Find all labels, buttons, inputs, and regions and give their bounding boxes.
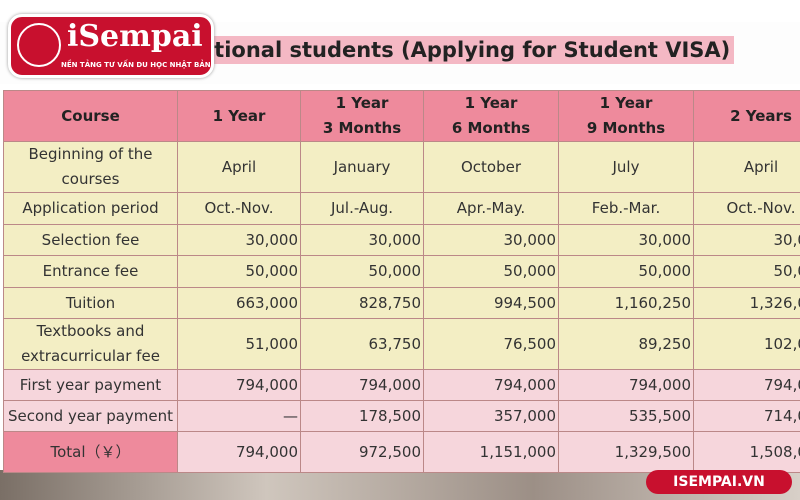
cell: 794,000: [300, 369, 424, 401]
cell: 1,151,000: [423, 431, 559, 473]
title: ational students (Applying for Student V…: [196, 36, 735, 64]
row-label: Selection fee: [3, 224, 178, 256]
cell: 794,000: [423, 369, 559, 401]
cell: Oct.-Nov.: [693, 192, 800, 225]
cell: Oct.-Nov.: [177, 192, 301, 225]
cell: 50,000: [423, 255, 559, 288]
row-label: Beginning of the courses: [3, 141, 178, 193]
table-row: Second year payment —178,500 357,000 535,50…: [3, 400, 800, 432]
cell: 178,500: [300, 400, 424, 432]
cell: 50,000: [300, 255, 424, 288]
cell: July: [558, 141, 694, 193]
table-row: Total（￥） 794,000 972,500 1,151,000 1,329,500…: [3, 431, 800, 473]
cell: 50,000: [177, 255, 301, 288]
cell: October: [423, 141, 559, 193]
row-label: Total（￥）: [3, 431, 178, 473]
cell: 1,508,000: [693, 431, 800, 473]
cell: 50,000: [693, 255, 800, 288]
table-row: Beginning of the courses April January Octo…: [3, 141, 800, 193]
table-row: Application period Oct.-Nov. Jul.-Aug. Apr.…: [3, 192, 800, 225]
cell: 50,000: [558, 255, 694, 288]
cell: 1,160,250: [558, 287, 694, 319]
cell: 63,750: [300, 318, 424, 370]
cell: 357,000: [423, 400, 559, 432]
cell: Jul.-Aug.: [300, 192, 424, 225]
logo-name: iSempai: [67, 19, 203, 54]
row-label: First year payment: [3, 369, 178, 401]
cell: 30,000: [300, 224, 424, 256]
cell: 51,000: [177, 318, 301, 370]
header-cell: 1 Year 3 Months: [300, 90, 424, 142]
header-cell: 1 Year: [177, 90, 301, 142]
table-row: Textbooks and extracurricular fee 51,000 6…: [3, 318, 800, 370]
cell: 972,500: [300, 431, 424, 473]
header-cell: 1 Year 9 Months: [558, 90, 694, 142]
cell: 30,000: [177, 224, 301, 256]
table-row: First year payment 794,000 794,000 794,000 7…: [3, 369, 800, 401]
cell: 535,500: [558, 400, 694, 432]
logo: iSempai NỀN TẢNG TƯ VẤN DU HỌC NHẬT BẢN: [8, 14, 214, 78]
cell: 714,000: [693, 400, 800, 432]
cell: 1,326,000: [693, 287, 800, 319]
cell: 89,250: [558, 318, 694, 370]
table-row: Selection fee 30,000 30,000 30,000 30,000 30,…: [3, 224, 800, 256]
logo-icon: [17, 23, 61, 67]
table-row: Entrance fee50,00050,00050,00050,00050,0…: [3, 255, 800, 288]
cell: Apr.-May.: [423, 192, 559, 225]
cell: 1,329,500: [558, 431, 694, 473]
cell: 30,000: [423, 224, 559, 256]
row-label: Textbooks and extracurricular fee: [3, 318, 178, 370]
row-label: Entrance fee: [3, 255, 178, 288]
cell: 30,000: [693, 224, 800, 256]
cell: 994,500: [423, 287, 559, 319]
cell: 663,000: [177, 287, 301, 319]
header-row: Course 1 Year 1 Year 3 Months 1 Year 6 Mont…: [3, 90, 800, 142]
logo-tagline: NỀN TẢNG TƯ VẤN DU HỌC NHẬT BẢN: [61, 61, 211, 69]
fee-table: Course 1 Year 1 Year 3 Months 1 Year 6 Mont…: [3, 90, 800, 473]
cell: 794,000: [177, 369, 301, 401]
row-label: Application period: [3, 192, 178, 225]
cell: 102,000: [693, 318, 800, 370]
cell: April: [177, 141, 301, 193]
table-row: Tuition 663,000 828,750 994,500 1,160,250 1,3…: [3, 287, 800, 319]
site-badge: ISEMPAI.VN: [646, 470, 792, 494]
cell: 794,000: [693, 369, 800, 401]
header-cell: 2 Years: [693, 90, 800, 142]
cell: 794,000: [177, 431, 301, 473]
header-cell: Course: [3, 90, 178, 142]
row-label: Second year payment: [3, 400, 178, 432]
cell: —: [177, 400, 301, 432]
cell: 794,000: [558, 369, 694, 401]
cell: Feb.-Mar.: [558, 192, 694, 225]
cell: 828,750: [300, 287, 424, 319]
cell: April: [693, 141, 800, 193]
cell: 30,000: [558, 224, 694, 256]
row-label: Tuition: [3, 287, 178, 319]
cell: 76,500: [423, 318, 559, 370]
header-cell: 1 Year 6 Months: [423, 90, 559, 142]
cell: January: [300, 141, 424, 193]
